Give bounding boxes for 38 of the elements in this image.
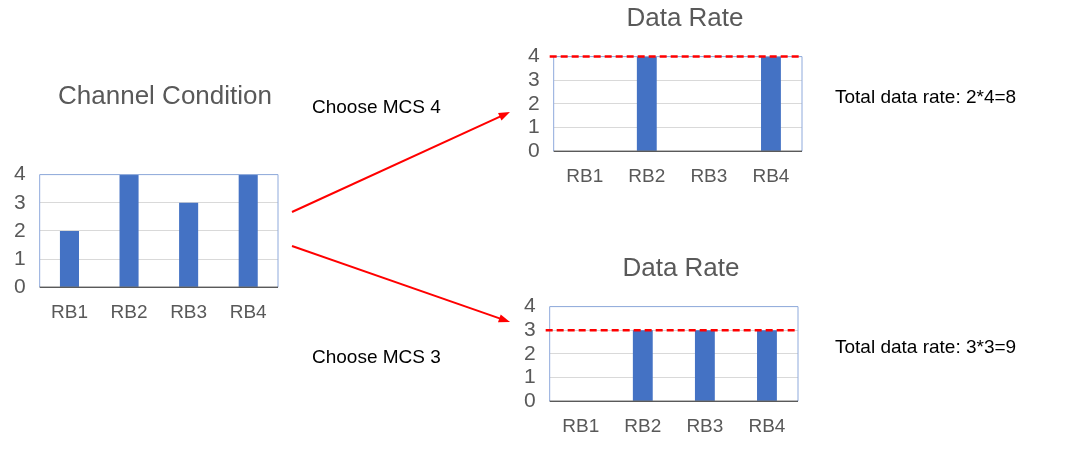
- x-tick-label: RB4: [748, 414, 786, 436]
- y-tick-label: 3: [527, 67, 540, 91]
- bar: [179, 202, 199, 287]
- y-tick-label: 4: [13, 161, 26, 185]
- y-tick-label: 2: [523, 340, 536, 364]
- x-tick-label: RB3: [170, 300, 208, 322]
- text: Total data rate: 2*4=8: [835, 86, 1017, 108]
- chart-title: Channel Condition: [57, 79, 273, 112]
- y-tick-label: 2: [13, 217, 26, 241]
- bar: [238, 174, 258, 287]
- y-tick-label: 1: [523, 364, 536, 388]
- x-tick-label: RB3: [686, 414, 724, 436]
- x-tick-label: RB2: [628, 164, 666, 186]
- y-tick-label: 2: [527, 90, 540, 114]
- x-tick-label: RB1: [50, 300, 88, 322]
- text: Choose MCS 3: [312, 346, 441, 368]
- bar: [59, 230, 79, 287]
- y-tick-label: 1: [527, 114, 540, 138]
- y-tick-label: 3: [13, 189, 26, 213]
- x-tick-label: RB2: [624, 414, 662, 436]
- y-tick-label: 0: [523, 388, 536, 411]
- x-tick-label: RB1: [562, 414, 600, 436]
- y-tick-label: 4: [523, 293, 536, 317]
- chart-title: Data Rate: [625, 1, 745, 34]
- x-tick-label: RB3: [690, 164, 728, 186]
- y-tick-label: 0: [527, 138, 540, 161]
- x-tick-label: RB2: [110, 300, 148, 322]
- text: Choose MCS 4: [312, 96, 441, 118]
- text: Total data rate: 3*3=9: [835, 336, 1017, 358]
- y-tick-label: 1: [13, 245, 26, 269]
- x-tick-label: RB4: [229, 300, 268, 322]
- y-tick-label: 4: [527, 43, 540, 67]
- x-tick-label: RB1: [566, 164, 604, 186]
- chart-title: Data Rate: [621, 251, 741, 284]
- y-tick-label: 0: [13, 274, 26, 297]
- bar: [119, 174, 139, 287]
- x-tick-label: RB4: [752, 164, 790, 186]
- y-tick-label: 3: [523, 317, 536, 341]
